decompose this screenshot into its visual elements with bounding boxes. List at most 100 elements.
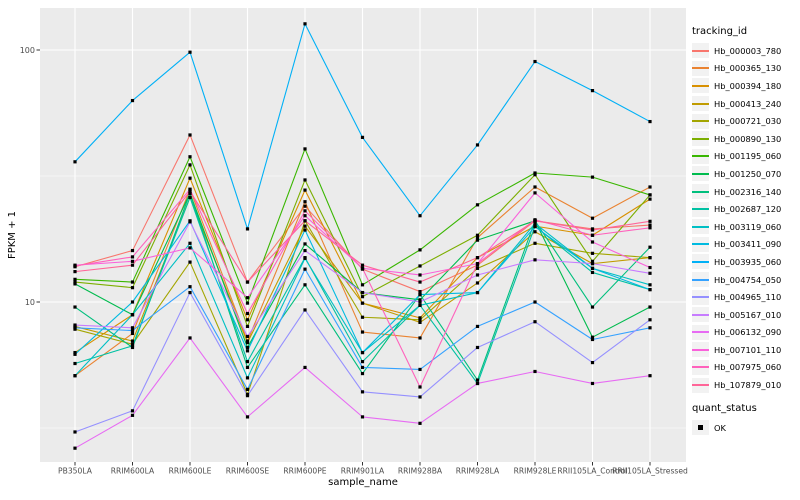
series-color-key-icon [692, 307, 709, 323]
data-point [648, 326, 652, 330]
data-point [130, 331, 135, 336]
data-point [130, 413, 135, 417]
data-point [475, 381, 480, 386]
legend-item: Hb_002316_140 [692, 183, 798, 201]
data-point [418, 264, 422, 268]
data-point [648, 265, 652, 270]
data-point [418, 298, 422, 302]
data-point [475, 203, 480, 207]
data-point [590, 305, 595, 309]
x-tick-label: PB350LA [58, 467, 93, 476]
series-color-key-icon [692, 377, 709, 393]
data-point [590, 259, 595, 263]
legend-item: Hb_004754_050 [692, 271, 798, 289]
data-point [533, 59, 537, 64]
data-point [360, 266, 365, 270]
data-point [648, 226, 652, 230]
data-point [303, 308, 307, 312]
data-point [245, 360, 250, 364]
legend-item-label: Hb_000890_130 [714, 133, 782, 144]
data-point [590, 233, 595, 237]
data-point [130, 248, 135, 253]
series-color-key-icon [692, 148, 709, 164]
data-point [475, 290, 480, 295]
data-point [475, 345, 480, 350]
data-point [648, 305, 652, 309]
legend-item-label: Hb_004965_110 [714, 292, 782, 303]
data-point [360, 365, 365, 370]
data-point [648, 271, 652, 275]
x-tick-label: RRIM928BA [398, 467, 443, 476]
data-point [188, 191, 192, 195]
legend-item: Hb_006132_090 [692, 324, 798, 342]
series-color-key-icon [692, 113, 709, 129]
x-tick-label: RRIM600PE [283, 467, 326, 476]
x-tick-label: RRIM901LA [341, 467, 385, 476]
data-point [130, 263, 135, 267]
data-point [360, 301, 365, 305]
data-point [418, 248, 422, 252]
data-point [590, 270, 595, 275]
data-point [188, 246, 192, 250]
data-point [533, 241, 537, 245]
data-point [533, 300, 537, 304]
data-point [188, 241, 192, 245]
legend-item-label: Hb_002687_120 [714, 204, 782, 215]
data-point [245, 324, 250, 329]
series-color-key-icon [692, 60, 709, 76]
data-point [245, 376, 250, 380]
legend-items: Hb_000003_780 Hb_000365_130 Hb_000394_180 H… [692, 42, 798, 394]
series-color-key-icon [692, 131, 709, 147]
legend-item: Hb_000890_130 [692, 130, 798, 148]
data-point [648, 219, 652, 223]
data-point [188, 220, 192, 224]
data-point [245, 365, 250, 370]
data-point [245, 394, 250, 398]
data-point [245, 415, 250, 419]
data-point [533, 171, 537, 175]
ok-square-icon [692, 420, 709, 436]
data-point [475, 273, 480, 277]
data-point [73, 430, 77, 434]
legend-item: Hb_003119_060 [692, 218, 798, 236]
data-point [303, 188, 307, 192]
x-tick-label: RRII105LA_Stressed [612, 467, 688, 476]
legend-item-label: Hb_004754_050 [714, 274, 782, 285]
legend-item: Hb_007975_060 [692, 359, 798, 377]
data-point [303, 283, 307, 287]
data-point [73, 280, 77, 284]
legend-item-label: Hb_000413_240 [714, 98, 782, 109]
legend-title-tracking-id: tracking_id [692, 26, 748, 37]
data-point [245, 318, 250, 322]
series-color-key-icon [692, 236, 709, 252]
data-point [360, 390, 365, 394]
data-point [475, 281, 480, 285]
legend-item: Hb_000003_780 [692, 42, 798, 60]
data-point [73, 264, 77, 268]
data-point [303, 147, 307, 151]
data-point [590, 337, 595, 342]
data-point [418, 367, 422, 372]
data-point [418, 273, 422, 277]
data-point [73, 270, 77, 274]
data-point [360, 360, 365, 364]
series-color-key-icon [692, 201, 709, 217]
legend-item: Hb_005167_010 [692, 306, 798, 324]
series-color-key-icon [692, 359, 709, 375]
data-point [188, 187, 192, 191]
data-point [418, 318, 422, 322]
data-point [245, 341, 250, 345]
data-point [73, 446, 77, 450]
data-point [130, 280, 135, 284]
legend-item-label: Hb_000394_180 [714, 80, 782, 91]
legend-item-label: Hb_003411_090 [714, 239, 782, 250]
series-color-key-icon [692, 96, 709, 112]
data-point [590, 89, 595, 93]
legend-item-label: Hb_003119_060 [714, 221, 782, 232]
legend-item-label: Hb_003935_060 [714, 256, 782, 267]
data-point [130, 255, 135, 259]
data-point [188, 50, 192, 54]
x-tick-label: RRIM600SE [226, 467, 270, 476]
